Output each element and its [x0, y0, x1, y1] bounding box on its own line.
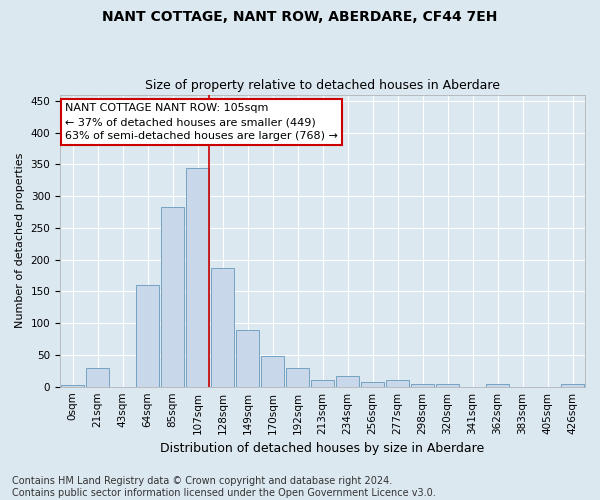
Bar — [336, 376, 359, 386]
Bar — [186, 168, 209, 386]
Text: NANT COTTAGE, NANT ROW, ABERDARE, CF44 7EH: NANT COTTAGE, NANT ROW, ABERDARE, CF44 7… — [103, 10, 497, 24]
Bar — [436, 384, 459, 386]
X-axis label: Distribution of detached houses by size in Aberdare: Distribution of detached houses by size … — [160, 442, 485, 455]
Text: NANT COTTAGE NANT ROW: 105sqm
← 37% of detached houses are smaller (449)
63% of : NANT COTTAGE NANT ROW: 105sqm ← 37% of d… — [65, 104, 338, 142]
Bar — [286, 368, 309, 386]
Bar — [386, 380, 409, 386]
Bar — [161, 207, 184, 386]
Bar — [561, 384, 584, 386]
Bar — [136, 285, 159, 386]
Bar — [211, 268, 234, 386]
Bar — [361, 382, 384, 386]
Bar — [261, 356, 284, 386]
Bar — [236, 330, 259, 386]
Title: Size of property relative to detached houses in Aberdare: Size of property relative to detached ho… — [145, 79, 500, 92]
Bar — [486, 384, 509, 386]
Bar — [311, 380, 334, 386]
Y-axis label: Number of detached properties: Number of detached properties — [15, 153, 25, 328]
Text: Contains HM Land Registry data © Crown copyright and database right 2024.
Contai: Contains HM Land Registry data © Crown c… — [12, 476, 436, 498]
Bar — [411, 384, 434, 386]
Bar — [86, 368, 109, 386]
